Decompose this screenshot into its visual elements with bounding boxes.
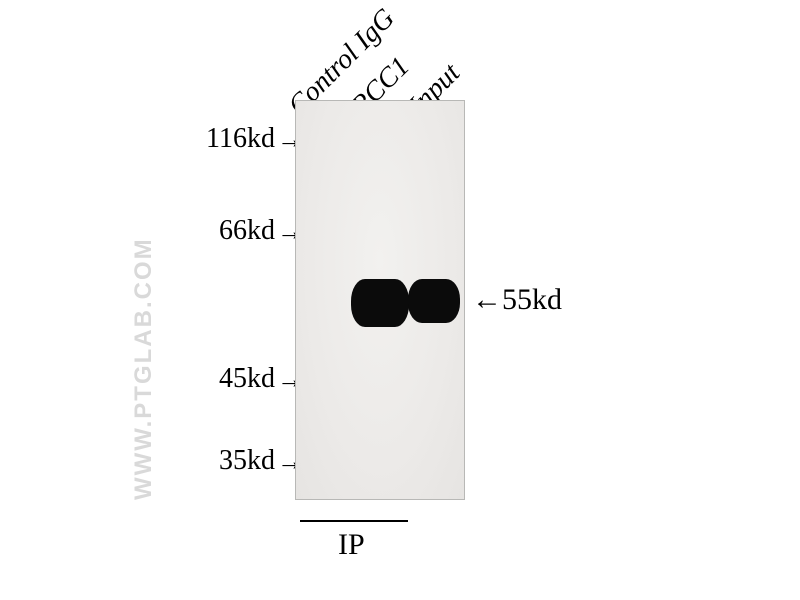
mw-marker-116kd: 116kd: [165, 123, 275, 155]
watermark-text: WWW.PTGLAB.COM: [130, 80, 160, 500]
mw-marker-45kd: 45kd: [165, 363, 275, 395]
band-input-lane: [408, 279, 460, 323]
ip-bracket-line: [300, 520, 408, 522]
mw-marker-35kd: 35kd: [165, 445, 275, 477]
target-label-55kd: 55kd: [502, 283, 562, 317]
blot-figure: WWW.PTGLAB.COM Control IgG RCC1 Input 11…: [0, 0, 800, 600]
blot-region: [295, 100, 465, 500]
mw-marker-66kd: 66kd: [165, 215, 275, 247]
band-rcc1-lane: [351, 279, 409, 327]
ip-bracket-label: IP: [338, 528, 365, 562]
target-arrow-icon: ←: [472, 283, 502, 317]
